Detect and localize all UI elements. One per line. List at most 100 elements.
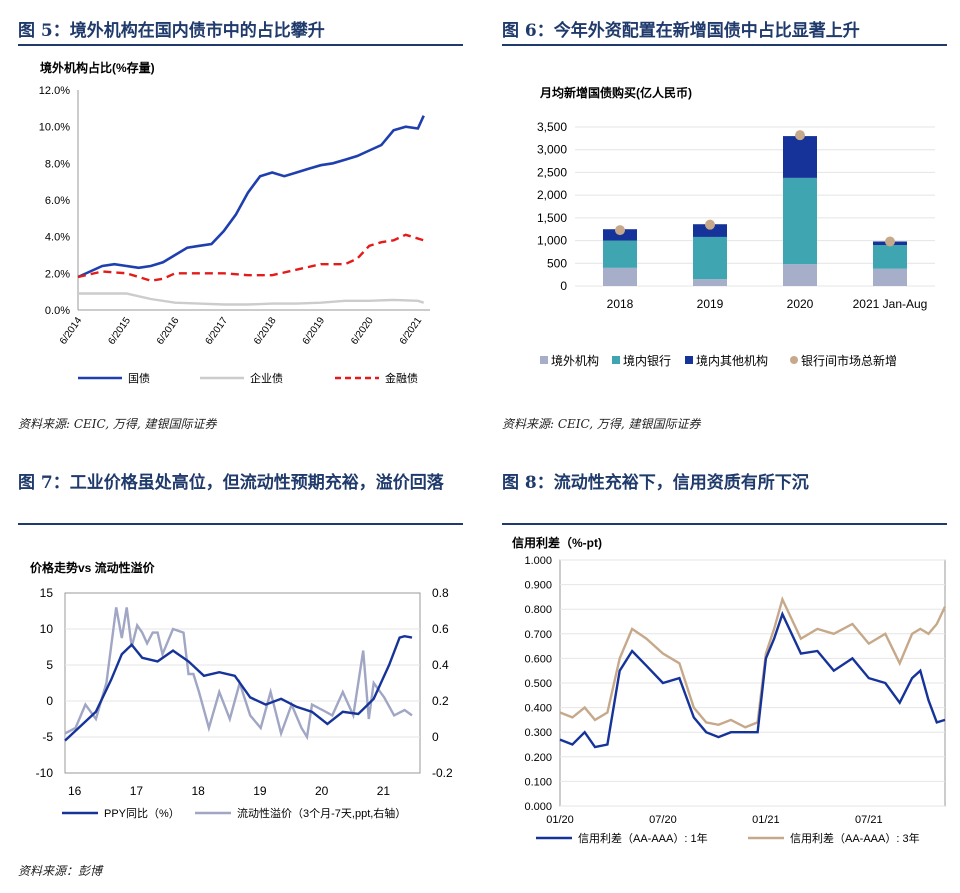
chart1-y-tick-label: 2.0%: [45, 268, 70, 280]
figure6-source: 资料来源: CEIC, 万得, 建银国际证券: [502, 417, 701, 431]
chart2-marker-point: [885, 236, 895, 247]
chart1-legend-label-1: 企业债: [250, 371, 283, 385]
chart3-x-tick-label: 18: [191, 784, 205, 798]
chart2-x-tick-label: 2018: [607, 297, 634, 311]
chart1-title: 境外机构占比(%存量): [40, 60, 155, 75]
chart4-x-tick-label: 07/21: [855, 814, 883, 826]
chart1-x-tick-label: 6/2016: [155, 315, 182, 347]
chart3-x-tick-label: 21: [377, 784, 391, 798]
chart2-legend-swatch-1: [612, 356, 620, 364]
chart2-bar-segment-1: [693, 236, 727, 280]
chart3-y-tick-label: -5: [42, 730, 53, 744]
chart4-series-line-0: [559, 610, 946, 749]
chart3-x-tick-label: 16: [68, 784, 82, 798]
chart4-title: 信用利差（%-pt): [512, 535, 602, 550]
chart1-x-tick-label: 6/2021: [398, 315, 425, 347]
chart2-bar-segment-1: [783, 177, 817, 265]
chart1-x-tick-label: 6/2019: [301, 315, 328, 347]
chart3-x-tick-label: 19: [253, 784, 267, 798]
chart2-bar-segment-1: [873, 245, 907, 269]
chart3-legend-label-1: 流动性溢价（3个月-7天,ppt,右轴）: [237, 806, 406, 820]
chart3-y2-tick-label: 0.2: [432, 694, 449, 708]
figure5-title-rule: [18, 44, 463, 46]
chart4-x-tick-label: 01/20: [546, 814, 574, 826]
chart1-x-tick-label: 6/2018: [252, 315, 279, 347]
chart3-y2-tick-label: 0.6: [432, 622, 449, 636]
chart2-legend-label-0: 境外机构: [551, 353, 599, 368]
chart4-y-tick-label: 0.100: [524, 776, 552, 788]
chart2-y-tick-label: 1,000: [537, 234, 567, 248]
figure5-source: 资料来源: CEIC, 万得, 建银国际证券: [18, 417, 217, 431]
chart3-y-tick-label: 5: [46, 658, 53, 672]
chart1-x-tick-label: 6/2017: [204, 315, 231, 347]
chart3-y-tick-label: 15: [40, 586, 54, 600]
chart2-bar-segment-1: [603, 240, 637, 268]
chart2-legend-swatch-2: [685, 356, 693, 364]
chart4-y-tick-label: 0.500: [524, 678, 552, 690]
chart4-x-tick-label: 01/21: [752, 814, 780, 826]
figure6-title-rule: [502, 44, 947, 46]
chart1-legend-label-2: 金融债: [385, 371, 418, 385]
figure7-title-rule: [18, 523, 463, 525]
chart1-y-tick-label: 6.0%: [45, 195, 70, 207]
chart2-x-tick-label: 2019: [697, 297, 724, 311]
chart2-marker-point: [705, 219, 715, 230]
chart3-x-tick-label: 20: [315, 784, 329, 798]
chart2-bar-segment-2: [693, 224, 727, 237]
chart3-y-tick-label: -10: [36, 766, 54, 780]
chart2-y-tick-label: 2,500: [537, 165, 567, 179]
chart3-y2-tick-label: 0.8: [432, 586, 449, 600]
chart2-legend-marker-label: 银行间市场总新增: [801, 353, 897, 368]
chart2-x-tick-label: 2021 Jan-Aug: [853, 297, 928, 311]
chart2-x-tick-label: 2020: [787, 297, 814, 311]
figure7-source: 资料来源：彭博: [18, 864, 103, 878]
chart1-series-line-1: [78, 292, 425, 306]
figure5-title: 图 5：境外机构在国内债市中的占比攀升: [18, 21, 325, 41]
chart2-legend-swatch-0: [540, 356, 548, 364]
chart3-x-tick-label: 17: [130, 784, 144, 798]
chart1-y-tick-label: 10.0%: [39, 122, 70, 134]
chart2-legend-label-1: 境内银行: [623, 353, 671, 368]
chart4-y-tick-label: 0.900: [524, 580, 552, 592]
chart2-marker-point: [615, 225, 625, 236]
chart2-legend-label-2: 境内其他机构: [696, 353, 768, 368]
chart2-y-tick-label: 500: [547, 256, 567, 270]
chart2-bar-segment-0: [693, 279, 727, 286]
chart3-title: 价格走势vs 流动性溢价: [30, 560, 156, 575]
chart2-y-tick-label: 3,000: [537, 143, 567, 157]
figure6-title: 图 6：今年外资配置在新增国债中占比显著上升: [502, 21, 860, 41]
chart2-bar-segment-0: [873, 268, 907, 286]
chart3-y2-tick-label: 0: [432, 730, 439, 744]
chart4-x-tick-label: 07/20: [649, 814, 677, 826]
chart3-y2-tick-label: -0.2: [432, 766, 453, 780]
chart4-y-tick-label: 0.800: [524, 604, 552, 616]
figure8-title-rule: [502, 523, 947, 525]
chart4-y-tick-label: 1.000: [524, 555, 552, 567]
chart2-y-tick-label: 2,000: [537, 188, 567, 202]
chart2-marker-point: [795, 130, 805, 141]
chart2-y-tick-label: 0: [560, 279, 567, 293]
chart3-y2-tick-label: 0.4: [432, 658, 449, 672]
chart4-y-tick-label: 0.700: [524, 629, 552, 641]
chart4-y-tick-label: 0.600: [524, 653, 552, 665]
chart2-y-tick-label: 1,500: [537, 211, 567, 225]
chart1-series-line-2: [77, 233, 425, 282]
chart1-y-tick-label: 12.0%: [39, 85, 70, 97]
chart2-bar-segment-0: [783, 264, 817, 286]
chart1-x-tick-label: 6/2014: [58, 315, 85, 347]
chart1-x-tick-label: 6/2015: [106, 315, 133, 347]
chart4-y-tick-label: 0.400: [524, 703, 552, 715]
figure8-title: 图 8：流动性充裕下，信用资质有所下沉: [502, 473, 809, 493]
chart2-bar-segment-2: [783, 136, 817, 178]
chart4-y-tick-label: 0.300: [524, 727, 552, 739]
chart3-legend-label-0: PPY同比（%）: [104, 807, 180, 820]
chart2-bar-segment-0: [603, 267, 637, 286]
chart3-plot-frame: [64, 592, 421, 774]
chart4-y-tick-label: 0.000: [524, 801, 552, 813]
chart1-y-tick-label: 0.0%: [45, 305, 70, 317]
chart2-y-tick-label: 3,500: [537, 120, 567, 134]
chart2-legend-marker: [790, 356, 798, 364]
chart2-title: 月均新增国债购买(亿人民币): [539, 85, 692, 100]
figure7-title: 图 7：工业价格虽处高位，但流动性预期充裕，溢价回落: [18, 473, 444, 493]
